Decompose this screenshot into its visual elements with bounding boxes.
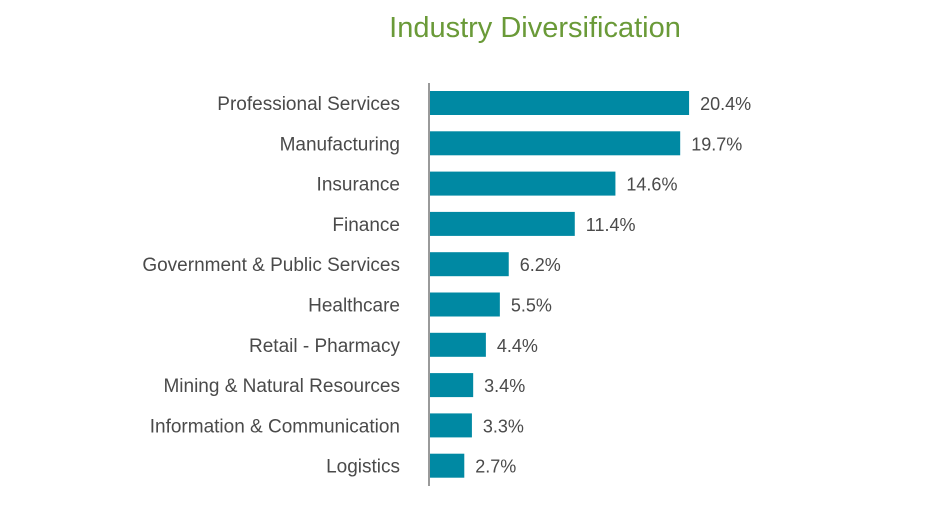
bar-8: [430, 413, 472, 438]
value-label-8: 3.3%: [483, 416, 524, 436]
category-label-5: Healthcare: [308, 296, 400, 317]
value-label-3: 11.4%: [586, 215, 636, 235]
bar-0: [430, 91, 690, 115]
category-label-9: Logistics: [326, 457, 400, 478]
category-label-6: Retail - Pharmacy: [249, 336, 400, 357]
category-label-4: Government & Public Services: [142, 255, 400, 276]
category-label-2: Insurance: [317, 175, 400, 196]
bar-4: [430, 252, 509, 277]
value-label-2: 14.6%: [626, 175, 677, 195]
category-label-1: Manufacturing: [280, 134, 400, 155]
value-label-9: 2.7%: [475, 457, 516, 477]
category-label-0: Professional Services: [217, 94, 400, 115]
bar-1: [430, 131, 681, 156]
value-label-7: 3.4%: [484, 376, 525, 396]
value-label-1: 19.7%: [691, 134, 742, 154]
bar-3: [430, 211, 575, 236]
category-label-7: Mining & Natural Resources: [163, 376, 400, 397]
bar-6: [430, 332, 486, 357]
bar-2: [430, 171, 616, 196]
category-label-3: Finance: [332, 215, 400, 236]
value-label-0: 20.4%: [700, 94, 751, 114]
value-label-5: 5.5%: [511, 296, 552, 316]
bars-layer: Professional Services 20.4% Manufacturing 1…: [142, 91, 751, 478]
bar-5: [430, 292, 500, 317]
value-label-4: 6.2%: [520, 255, 561, 275]
bar-7: [430, 373, 474, 398]
chart-title: Industry Diversification: [389, 12, 681, 44]
value-label-6: 4.4%: [497, 336, 538, 356]
category-label-8: Information & Communication: [150, 416, 400, 437]
bar-9: [430, 453, 465, 478]
